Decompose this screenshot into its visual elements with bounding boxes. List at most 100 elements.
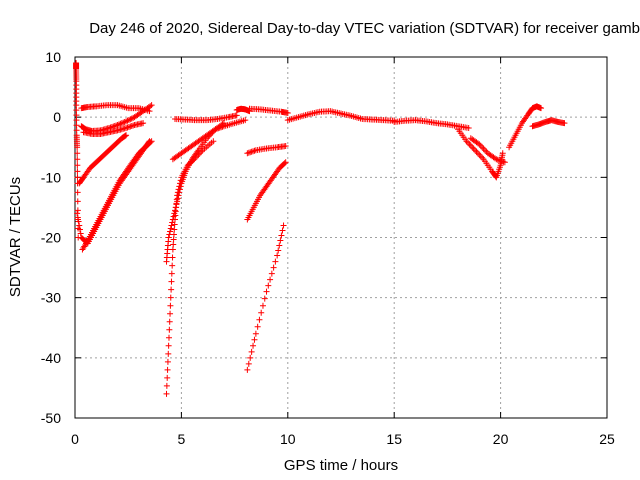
data-point bbox=[125, 116, 132, 123]
data-point bbox=[167, 228, 174, 235]
data-point bbox=[170, 213, 177, 220]
data-point bbox=[215, 125, 222, 132]
data-point bbox=[281, 160, 288, 167]
data-point bbox=[167, 310, 174, 317]
data-point bbox=[163, 390, 170, 397]
data-point bbox=[174, 195, 181, 202]
data-point bbox=[164, 374, 171, 381]
data-point bbox=[172, 207, 179, 214]
data-point bbox=[284, 109, 291, 116]
data-series-arc-k bbox=[172, 112, 240, 124]
data-point bbox=[244, 366, 251, 373]
data-point bbox=[250, 342, 257, 349]
data-point bbox=[233, 112, 240, 119]
data-point bbox=[123, 124, 130, 131]
data-point bbox=[146, 108, 153, 115]
data-point bbox=[270, 264, 277, 271]
data-point bbox=[176, 186, 183, 193]
data-point bbox=[476, 151, 483, 158]
data-series-arc-e bbox=[76, 132, 130, 187]
data-point bbox=[166, 326, 173, 333]
data-point bbox=[466, 141, 473, 148]
data-point bbox=[73, 112, 80, 119]
data-point bbox=[259, 302, 266, 309]
data-point bbox=[493, 156, 500, 163]
data-point bbox=[167, 302, 174, 309]
x-axis-label: GPS time / hours bbox=[284, 457, 398, 474]
data-point bbox=[251, 336, 258, 343]
data-point bbox=[267, 276, 274, 283]
data-point bbox=[171, 210, 178, 217]
data-point bbox=[242, 117, 249, 124]
data-point bbox=[74, 198, 81, 205]
data-point bbox=[219, 123, 226, 130]
data-point bbox=[148, 102, 155, 109]
data-point bbox=[74, 162, 81, 169]
y-tick-label: 0 bbox=[53, 109, 61, 125]
data-point bbox=[76, 226, 83, 233]
data-point bbox=[280, 222, 287, 229]
data-point bbox=[247, 354, 254, 361]
data-point bbox=[168, 286, 175, 293]
data-point bbox=[473, 148, 480, 155]
data-point bbox=[172, 204, 179, 211]
data-point bbox=[73, 117, 80, 124]
data-point bbox=[170, 241, 177, 248]
data-point bbox=[117, 120, 124, 127]
data-point bbox=[272, 258, 279, 265]
data-point bbox=[74, 214, 81, 221]
y-tick-label: -40 bbox=[41, 350, 61, 366]
data-point bbox=[123, 132, 130, 139]
data-point bbox=[499, 150, 506, 157]
data-point bbox=[169, 219, 176, 226]
data-point bbox=[500, 158, 507, 165]
data-point bbox=[213, 125, 220, 132]
data-point bbox=[212, 126, 219, 133]
data-point bbox=[123, 118, 130, 125]
data-point bbox=[218, 124, 225, 131]
data-point bbox=[73, 107, 80, 114]
data-point bbox=[248, 148, 255, 155]
data-point bbox=[165, 350, 172, 357]
data-series-arc-u bbox=[506, 103, 545, 151]
data-series-arc-s bbox=[455, 126, 506, 181]
x-tick-label: 5 bbox=[178, 431, 186, 447]
data-point bbox=[168, 278, 175, 285]
data-point bbox=[216, 124, 223, 131]
data-point bbox=[499, 158, 506, 165]
data-point bbox=[74, 210, 81, 217]
data-point bbox=[474, 150, 481, 157]
data-point bbox=[74, 189, 81, 196]
data-point bbox=[128, 122, 135, 129]
data-point bbox=[263, 288, 270, 295]
data-series-arc-n bbox=[244, 159, 289, 223]
data-point bbox=[176, 189, 183, 196]
data-point bbox=[118, 120, 125, 127]
data-series-arc-g bbox=[79, 138, 155, 253]
data-point bbox=[492, 173, 499, 180]
data-point bbox=[166, 231, 173, 238]
y-tick-label: -10 bbox=[41, 169, 61, 185]
data-series-arc-m bbox=[244, 222, 287, 373]
data-point bbox=[538, 105, 545, 112]
data-point bbox=[74, 207, 81, 214]
y-axis-label: SDTVAR / TECUs bbox=[7, 177, 24, 297]
data-point bbox=[173, 201, 180, 208]
data-point bbox=[245, 360, 252, 367]
data-point bbox=[147, 139, 154, 146]
y-tick-label: -20 bbox=[41, 230, 61, 246]
data-point bbox=[252, 330, 259, 337]
data-point bbox=[167, 294, 174, 301]
data-point bbox=[169, 246, 176, 253]
data-point bbox=[479, 154, 486, 161]
data-point bbox=[472, 147, 479, 154]
data-point bbox=[165, 334, 172, 341]
data-point bbox=[170, 236, 177, 243]
data-point bbox=[166, 318, 173, 325]
data-point bbox=[73, 122, 80, 129]
x-tick-label: 15 bbox=[386, 431, 402, 447]
data-point bbox=[469, 144, 476, 151]
data-point bbox=[111, 122, 118, 129]
